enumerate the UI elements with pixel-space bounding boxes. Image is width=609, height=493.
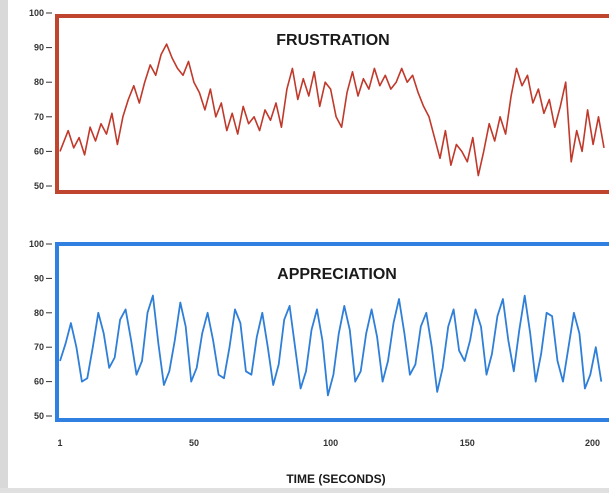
bottom-edge-strip bbox=[0, 488, 609, 493]
y-tick-label: 100 bbox=[29, 239, 44, 249]
appreciation-title: APPRECIATION bbox=[277, 266, 397, 283]
appreciation-panel: APPRECIATION 100 90 80 70 60 50 bbox=[29, 239, 609, 422]
frustration-y-axis: 100 90 80 70 60 50 bbox=[29, 8, 52, 191]
frustration-panel: FRUSTRATION 100 90 80 70 60 50 bbox=[29, 8, 609, 194]
x-tick-label: 50 bbox=[189, 438, 199, 448]
y-tick-label: 80 bbox=[34, 77, 44, 87]
y-tick-label: 100 bbox=[29, 8, 44, 18]
x-axis-title: TIME (SECONDS) bbox=[286, 472, 385, 486]
x-tick-label: 100 bbox=[323, 438, 338, 448]
y-tick-label: 70 bbox=[34, 112, 44, 122]
y-tick-label: 50 bbox=[34, 411, 44, 421]
y-tick-label: 60 bbox=[34, 146, 44, 156]
frustration-title: FRUSTRATION bbox=[276, 32, 389, 49]
y-tick-label: 50 bbox=[34, 181, 44, 191]
y-tick-label: 80 bbox=[34, 308, 44, 318]
time-x-axis: 1 50 100 150 200 bbox=[57, 438, 600, 448]
x-tick-label: 200 bbox=[585, 438, 600, 448]
y-tick-label: 90 bbox=[34, 43, 44, 53]
y-tick-label: 70 bbox=[34, 342, 44, 352]
left-edge-strip bbox=[0, 0, 8, 493]
x-tick-label: 1 bbox=[57, 438, 62, 448]
x-tick-label: 150 bbox=[460, 438, 475, 448]
appreciation-series-line bbox=[59, 294, 603, 397]
y-tick-label: 60 bbox=[34, 377, 44, 387]
y-tick-label: 90 bbox=[34, 273, 44, 283]
frustration-panel-border bbox=[55, 14, 609, 194]
appreciation-y-axis: 100 90 80 70 60 50 bbox=[29, 239, 52, 421]
appreciation-panel-border bbox=[55, 242, 609, 422]
frustration-series-line bbox=[59, 43, 605, 177]
